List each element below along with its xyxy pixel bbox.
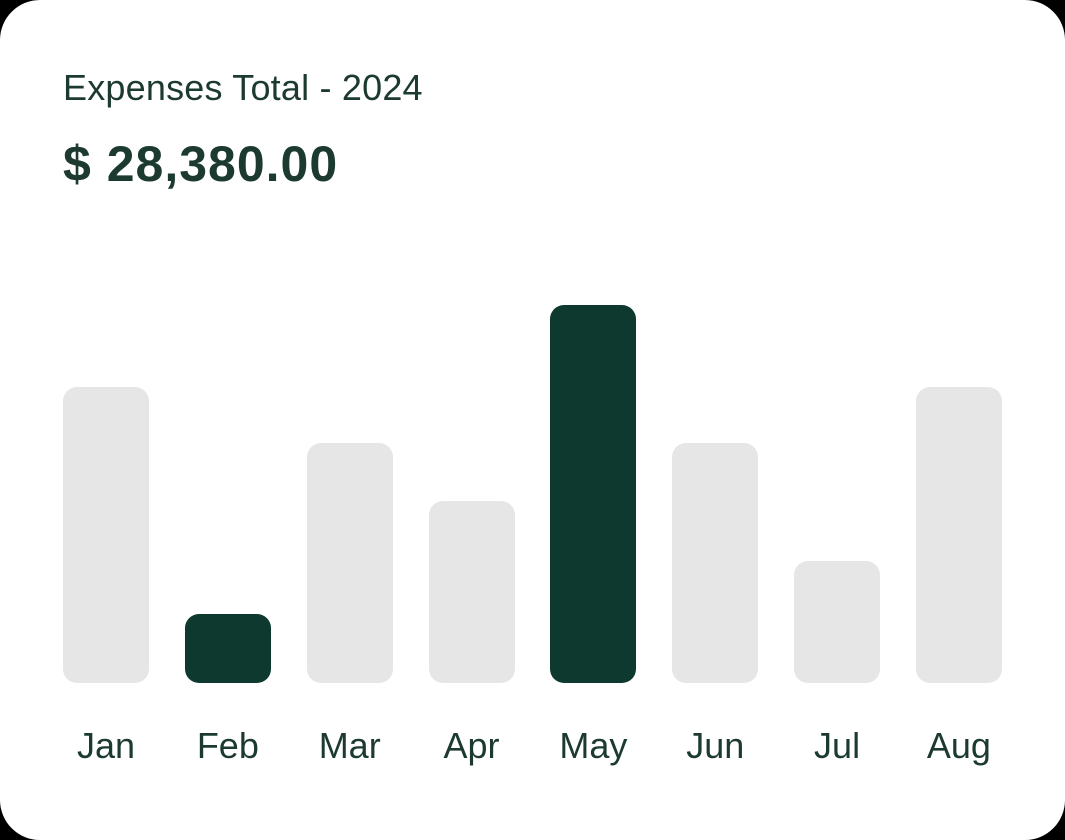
card-header: Expenses Total - 2024 $ 28,380.00 (63, 66, 1002, 194)
bar-aug[interactable] (915, 387, 1002, 683)
chart-column-jan: Jan (63, 387, 149, 767)
chart-column-apr: Apr (428, 501, 515, 767)
chart-title: Expenses Total - 2024 (63, 67, 423, 108)
x-axis-label-jan: Jan (76, 725, 136, 766)
chart-column-may: May (550, 305, 637, 767)
monthly-expenses-bar-chart: Jan Feb Mar Apr May Jun Jul Aug (63, 305, 1002, 767)
chart-column-feb: Feb (184, 614, 271, 767)
bar-apr[interactable] (428, 501, 515, 683)
expenses-total-amount: $ 28,380.00 (63, 136, 339, 192)
bar-jun[interactable] (672, 443, 759, 683)
bar-jul[interactable] (794, 561, 881, 683)
bar-mar[interactable] (306, 443, 393, 683)
x-axis-label-may: May (559, 725, 628, 766)
chart-column-jun: Jun (672, 443, 759, 767)
x-axis-label-apr: Apr (443, 725, 500, 766)
bar-jan[interactable] (63, 387, 149, 683)
x-axis-label-jun: Jun (686, 725, 745, 766)
chart-column-jul: Jul (794, 561, 881, 767)
x-axis-label-aug: Aug (926, 725, 991, 766)
chart-column-mar: Mar (306, 443, 393, 767)
x-axis-label-mar: Mar (318, 725, 381, 766)
chart-column-aug: Aug (915, 387, 1002, 767)
x-axis-label-jul: Jul (814, 725, 861, 766)
bar-feb[interactable] (184, 614, 271, 683)
x-axis-label-feb: Feb (196, 725, 259, 766)
bar-may[interactable] (550, 305, 637, 683)
